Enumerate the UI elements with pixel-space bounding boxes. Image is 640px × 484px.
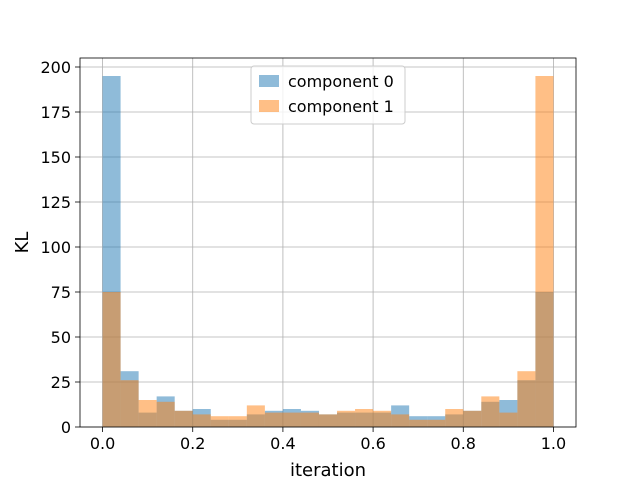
y-tick-label-0: 0	[61, 418, 71, 437]
x-tick-label-2: 0.4	[270, 434, 295, 453]
bar-component-1-bin-20	[463, 410, 482, 427]
legend-swatch-component-1	[259, 100, 279, 112]
x-axis-label: iteration	[290, 460, 366, 480]
bar-component-1-bin-5	[192, 414, 211, 427]
bar-component-1-bin-21	[481, 396, 500, 427]
plot-frame	[79, 57, 577, 428]
y-tick-label-7: 175	[40, 103, 71, 122]
bar-component-1-bin-23	[517, 371, 536, 427]
bar-component-1-bin-3	[156, 401, 175, 427]
legend-box	[250, 65, 406, 125]
axes-frame	[79, 57, 577, 428]
bar-component-1-bin-8	[246, 405, 265, 427]
axis-ticks: 0.0 0.2 0.4 0.6 0.8 1.0 0 25 50 75 100 125 150 175 200	[40, 58, 566, 453]
bar-component-1-bin-22	[499, 412, 518, 427]
y-tick-label-5: 125	[40, 193, 71, 212]
bar-component-1-bin-12	[318, 414, 338, 427]
bar-component-1-bin-16	[391, 414, 410, 427]
x-tick-label-3: 0.6	[360, 434, 385, 453]
x-tick-label-1: 0.2	[180, 434, 205, 453]
histogram-bars	[102, 76, 554, 427]
bar-component-1-bin-10	[282, 412, 301, 427]
bar-component-1-bin-9	[264, 412, 283, 427]
x-tick-label-0: 0.0	[90, 434, 115, 453]
x-tick-label-5: 1.0	[541, 434, 566, 453]
legend-label-component-0: component 0	[288, 72, 394, 91]
legend-swatch-component-0	[259, 75, 279, 87]
bar-component-1-bin-7	[228, 416, 247, 427]
bar-component-1-bin-17	[409, 419, 428, 427]
y-tick-label-3: 75	[51, 283, 71, 302]
legend-label-component-1: component 1	[288, 97, 394, 116]
x-tick-label-4: 0.8	[451, 434, 476, 453]
bar-component-1-bin-19	[445, 409, 464, 427]
bar-component-1-bin-24	[535, 76, 554, 427]
y-tick-label-8: 200	[40, 58, 71, 77]
y-axis-label: KL	[12, 232, 33, 254]
bar-component-1-bin-15	[373, 410, 392, 427]
bar-component-1-bin-0	[102, 292, 121, 427]
bar-component-1-bin-11	[300, 412, 319, 427]
y-tick-label-1: 25	[51, 373, 71, 392]
bar-component-1-bin-6	[210, 416, 229, 427]
y-tick-label-6: 150	[40, 148, 71, 167]
bar-component-1-bin-2	[138, 400, 157, 427]
legend: component 0 component 1	[250, 65, 406, 125]
bar-component-1-bin-1	[120, 380, 139, 427]
y-tick-label-4: 100	[40, 238, 71, 257]
bar-component-1-bin-14	[355, 409, 374, 427]
bar-component-1-bin-4	[174, 410, 193, 427]
bar-component-1-bin-13	[337, 410, 356, 427]
bar-component-1-bin-18	[427, 419, 446, 427]
y-tick-label-2: 50	[51, 328, 71, 347]
